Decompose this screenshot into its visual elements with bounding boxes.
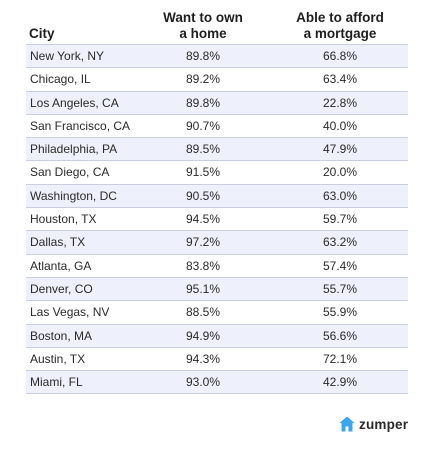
cell-want-to-own: 93.0% xyxy=(185,375,221,390)
table-row: Austin, TX 94.3% 72.1% xyxy=(26,347,408,372)
cell-able-to-afford: 56.6% xyxy=(322,328,358,343)
header-afford-line1: Able to afford xyxy=(296,10,384,25)
header-city: City xyxy=(29,26,55,42)
cell-able-to-afford: 55.7% xyxy=(322,281,358,296)
cell-city: Los Angeles, CA xyxy=(30,95,119,110)
cell-able-to-afford: 66.8% xyxy=(322,49,358,63)
cell-able-to-afford: 57.4% xyxy=(322,258,358,273)
cell-able-to-afford: 55.9% xyxy=(322,305,358,320)
cell-able-to-afford: 63.0% xyxy=(322,188,358,203)
cell-want-to-own: 94.9% xyxy=(185,328,221,343)
table-body: New York, NY 89.8% 66.8% Chicago, IL 89.2% 63… xyxy=(26,45,408,395)
data-table: City Want to own a home Able to afford a… xyxy=(26,8,408,395)
cell-able-to-afford: 42.9% xyxy=(322,375,358,390)
table-row: San Francisco, CA 90.7% 40.0% xyxy=(26,114,408,139)
cell-want-to-own: 89.5% xyxy=(185,142,221,157)
cell-want-to-own: 89.8% xyxy=(185,49,221,63)
logo-text: zumper xyxy=(359,416,409,432)
cell-city: New York, NY xyxy=(30,49,105,63)
table-row: Dallas, TX 97.2% 63.2% xyxy=(26,231,408,255)
table-row: Atlanta, GA 83.8% 57.4% xyxy=(26,254,408,278)
header-want-to-own: Want to own a home xyxy=(146,10,260,42)
table-row: San Diego, CA 91.5% 20.0% xyxy=(26,161,408,185)
table-row: Denver, CO 95.1% 55.7% xyxy=(26,277,408,302)
cell-want-to-own: 91.5% xyxy=(185,165,221,180)
cell-city: Las Vegas, NV xyxy=(30,305,110,320)
cell-able-to-afford: 63.4% xyxy=(322,72,358,87)
cell-want-to-own: 95.1% xyxy=(185,281,221,296)
cell-city: Philadelphia, PA xyxy=(30,142,118,157)
cell-want-to-own: 88.5% xyxy=(185,305,221,320)
cell-able-to-afford: 72.1% xyxy=(322,351,358,366)
cell-want-to-own: 89.2% xyxy=(185,72,221,87)
table-row: Miami, FL 93.0% 42.9% xyxy=(26,371,408,395)
cell-city: Atlanta, GA xyxy=(30,258,92,273)
table-row: Las Vegas, NV 88.5% 55.9% xyxy=(26,301,408,325)
cell-city: Dallas, TX xyxy=(30,235,86,250)
table-row: Chicago, IL 89.2% 63.4% xyxy=(26,68,408,92)
cell-want-to-own: 97.2% xyxy=(185,235,221,250)
cell-city: Washington, DC xyxy=(30,188,117,203)
table-row: Los Angeles, CA 89.8% 22.8% xyxy=(26,91,408,115)
table-row: Boston, MA 94.9% 56.6% xyxy=(26,324,408,348)
cell-city: Houston, TX xyxy=(30,212,97,227)
cell-city: Miami, FL xyxy=(30,375,83,390)
cell-able-to-afford: 47.9% xyxy=(322,142,358,157)
cell-city: Chicago, IL xyxy=(30,72,91,87)
header-afford-line2: a mortgage xyxy=(303,26,377,41)
cell-want-to-own: 94.5% xyxy=(185,212,221,227)
table-row: New York, NY 89.8% 66.8% xyxy=(26,45,408,69)
cell-city: Denver, CO xyxy=(30,281,93,296)
cell-city: San Diego, CA xyxy=(30,165,110,180)
header-own-line1: Want to own xyxy=(163,10,243,25)
cell-want-to-own: 90.5% xyxy=(185,188,221,203)
cell-city: San Francisco, CA xyxy=(30,118,131,133)
cell-want-to-own: 89.8% xyxy=(185,95,221,110)
table-row: Washington, DC 90.5% 63.0% xyxy=(26,184,408,209)
cell-able-to-afford: 20.0% xyxy=(322,165,358,180)
header-city-label: City xyxy=(29,26,55,41)
header-able-to-afford: Able to afford a mortgage xyxy=(278,10,402,42)
zumper-logo: zumper xyxy=(338,414,408,434)
table-row: Philadelphia, PA 89.5% 47.9% xyxy=(26,138,408,162)
cell-able-to-afford: 63.2% xyxy=(322,235,358,250)
cell-city: Boston, MA xyxy=(30,328,93,343)
cell-able-to-afford: 22.8% xyxy=(322,95,358,110)
table-row: Houston, TX 94.5% 59.7% xyxy=(26,208,408,232)
table-header: City Want to own a home Able to afford a… xyxy=(26,8,408,45)
cell-want-to-own: 83.8% xyxy=(185,258,221,273)
cell-able-to-afford: 59.7% xyxy=(322,212,358,227)
cell-want-to-own: 90.7% xyxy=(185,118,221,133)
cell-want-to-own: 94.3% xyxy=(185,351,221,366)
cell-able-to-afford: 40.0% xyxy=(322,118,358,133)
cell-city: Austin, TX xyxy=(30,351,86,366)
house-icon xyxy=(339,416,355,432)
header-own-line2: a home xyxy=(179,26,227,41)
